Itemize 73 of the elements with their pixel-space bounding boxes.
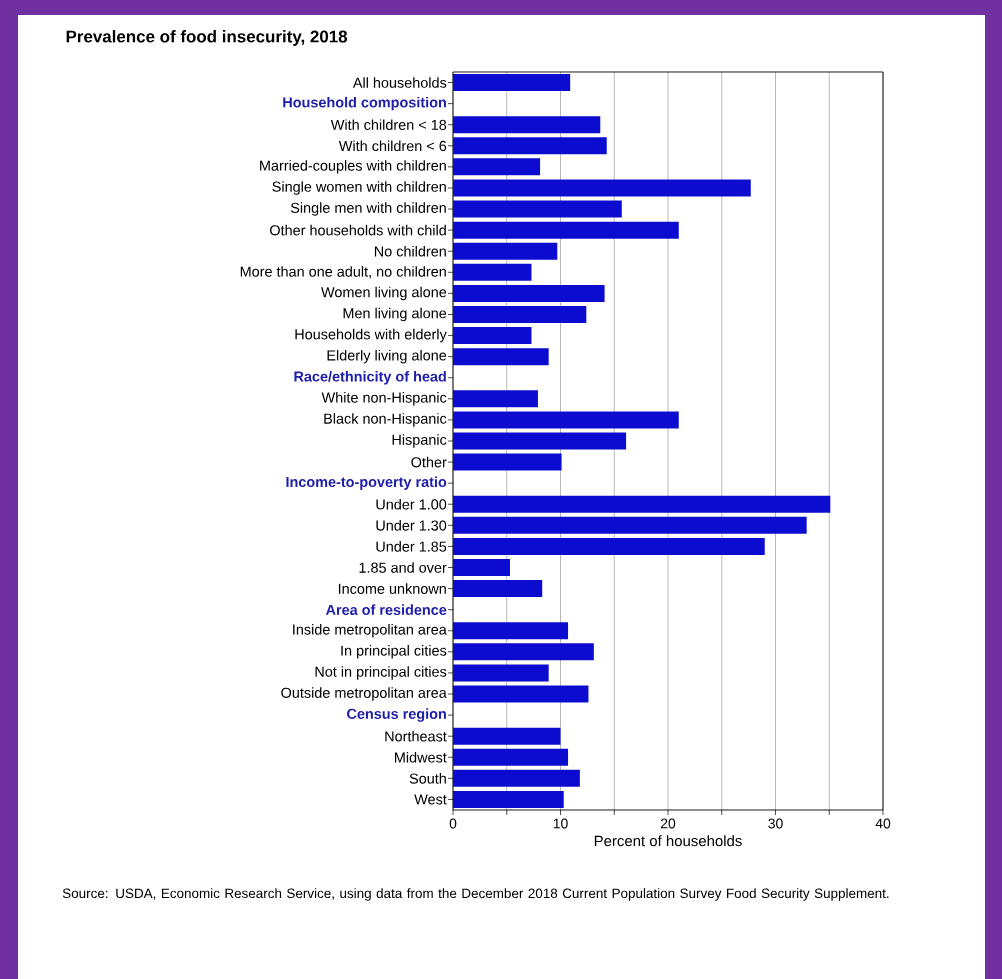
y-tick-label: South — [409, 773, 446, 784]
y-tick-label: No children — [374, 245, 446, 257]
y-tick-label: 1.85 and over — [359, 562, 447, 573]
x-tick-label: 40 — [875, 818, 891, 829]
y-tick-label: Married-couples with children — [260, 160, 446, 174]
bar — [453, 685, 589, 703]
bar — [453, 284, 605, 302]
bar — [453, 537, 765, 555]
y-tick-label: Inside metropolitan area — [293, 624, 447, 638]
bar — [453, 495, 831, 513]
y-tick-label: In principal cities — [341, 645, 447, 659]
y-tick-label: Under 1.00 — [376, 498, 447, 510]
bar — [453, 327, 532, 345]
y-tick-label: Midwest — [395, 751, 447, 763]
bar — [453, 453, 562, 471]
bar — [453, 137, 607, 155]
y-tick-label: Single women with children — [272, 181, 446, 195]
y-tick-label: Census region — [347, 708, 446, 722]
y-tick-label: With children < 6 — [338, 140, 447, 152]
bar — [453, 432, 627, 450]
bar — [453, 727, 561, 745]
y-tick-label: Elderly living alone — [327, 349, 447, 364]
y-tick-label: All households — [352, 77, 447, 88]
source-note: Source: USDA, Economic Research Service, using data from the December 2018 Current Population Survey Food Security Supplement. — [62, 888, 889, 901]
x-tick-label: 0 — [449, 818, 457, 829]
bar — [453, 179, 751, 197]
x-tick-label: 20 — [660, 818, 676, 829]
y-tick-label: Northeast — [385, 730, 447, 742]
y-tick-label: Hispanic — [392, 434, 447, 448]
y-tick-label: Household composition — [283, 96, 446, 111]
bar — [453, 390, 538, 408]
bar — [453, 348, 549, 366]
y-tick-label: Income unknown — [338, 583, 446, 594]
bar — [453, 263, 532, 281]
bar — [453, 748, 569, 766]
y-tick-label: Households with elderly — [295, 328, 447, 343]
y-tick-label: Race/ethnicity of head — [294, 371, 446, 385]
text: Prevalence of food insecurity, 2018 — [66, 30, 348, 46]
y-tick-label: More than one adult, no children — [240, 266, 446, 279]
y-tick-label: Women living alone — [321, 286, 447, 301]
y-tick-label: Single men with children — [290, 202, 446, 216]
y-tick-label: Not in principal cities — [315, 666, 447, 680]
bar — [453, 643, 594, 661]
y-tick-label: White non-Hispanic — [321, 392, 447, 406]
bar — [453, 411, 679, 429]
bar — [453, 790, 564, 808]
bar — [453, 769, 580, 787]
bar — [453, 622, 569, 640]
bar — [453, 305, 587, 323]
y-tick-label: Black non-Hispanic — [324, 413, 447, 427]
x-tick-label: 10 — [553, 818, 568, 829]
y-tick-label: Income-to-poverty ratio — [286, 476, 447, 490]
y-tick-label: Area of residence — [325, 604, 447, 615]
x-axis-title: Percent of households — [594, 835, 742, 847]
y-tick-label: Other — [411, 456, 447, 468]
bar — [453, 559, 510, 576]
y-tick-label: Under 1.30 — [376, 520, 447, 531]
bar — [453, 664, 549, 682]
bar — [453, 516, 807, 534]
y-tick-label: Under 1.85 — [376, 541, 447, 552]
y-tick-label: Other households with child — [270, 224, 446, 236]
y-tick-label: Men living alone — [343, 307, 447, 322]
bar — [453, 242, 558, 260]
bar — [453, 158, 541, 176]
y-tick-label: With children < 18 — [330, 119, 447, 131]
x-tick-label: 30 — [768, 818, 783, 829]
bar — [453, 74, 571, 92]
y-tick-label: West — [414, 794, 447, 805]
bar — [453, 200, 622, 218]
bar — [453, 221, 679, 239]
bar — [453, 116, 601, 134]
bar — [453, 580, 543, 598]
y-tick-label: Outside metropolitan area — [281, 687, 447, 701]
